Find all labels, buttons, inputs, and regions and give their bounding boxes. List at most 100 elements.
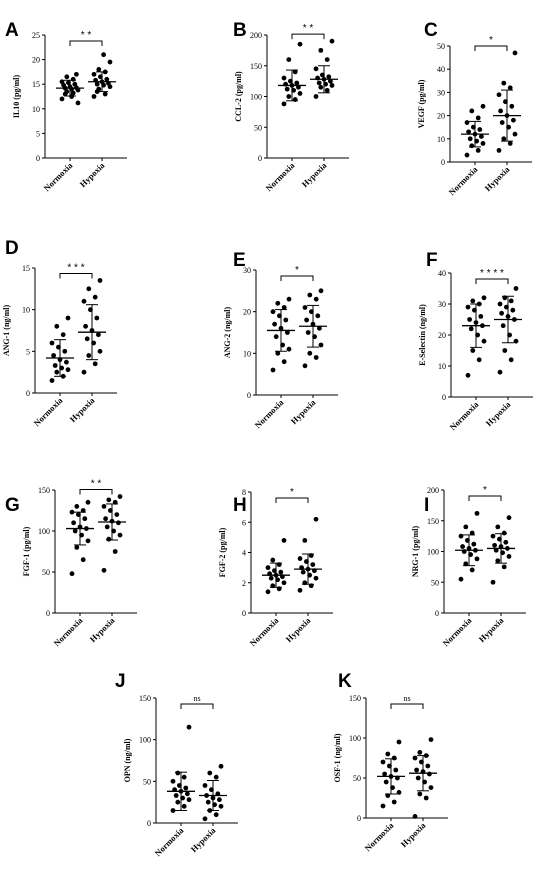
data-point <box>281 101 287 107</box>
data-point <box>72 528 78 534</box>
y-tick-label: 100 <box>349 734 361 743</box>
data-point <box>317 325 322 331</box>
category-label-normoxia: Normoxia <box>153 825 186 858</box>
data-point <box>425 763 431 769</box>
data-point <box>102 91 108 97</box>
data-point <box>175 799 181 805</box>
panel-label: K <box>338 671 352 692</box>
data-point <box>495 524 501 530</box>
data-point <box>460 544 465 549</box>
y-tick-label: 20 <box>437 112 445 121</box>
data-point <box>173 793 179 798</box>
data-point <box>499 120 505 125</box>
data-point <box>97 278 103 283</box>
panel-label: E <box>233 250 246 271</box>
data-point <box>313 94 319 99</box>
panel-c: C 0 10 20 30 40 50 VEGF (pg/ml) Normoxia Hypoxia * <box>417 20 532 197</box>
data-point <box>510 307 516 313</box>
data-point <box>273 334 279 340</box>
y-tick-label: 50 <box>254 123 262 132</box>
category-label-hypoxia: Hypoxia <box>78 160 107 189</box>
data-point <box>186 797 192 803</box>
data-point <box>417 750 423 755</box>
y-tick-label: 100 <box>139 736 151 745</box>
category-label-hypoxia: Hypoxia <box>300 160 329 189</box>
significance-bracket <box>69 40 103 46</box>
data-point <box>54 323 60 329</box>
panel-label: F <box>426 250 438 271</box>
y-tick-label: 30 <box>243 266 251 275</box>
y-tick-label: 200 <box>427 486 439 495</box>
category-label-normoxia: Normoxia <box>248 615 281 648</box>
significance-bracket <box>475 278 509 284</box>
category-label-hypoxia: Hypoxia <box>68 395 97 424</box>
data-point <box>186 724 192 730</box>
data-point <box>481 295 487 301</box>
data-point <box>268 575 274 581</box>
data-point <box>281 580 287 586</box>
data-point <box>304 317 309 323</box>
data-point <box>481 338 487 344</box>
data-point <box>479 134 484 139</box>
y-axis-label: IL10 (pg/ml) <box>12 75 21 119</box>
data-point <box>383 779 389 785</box>
data-point <box>96 332 101 338</box>
y-axis-label: FGF-2 (pg/ml) <box>218 527 227 577</box>
significance-bracket <box>474 45 508 51</box>
category-label-normoxia: Normoxia <box>264 160 297 193</box>
data-point <box>329 38 335 44</box>
y-tick-label: 5 <box>26 347 30 356</box>
data-point <box>80 557 86 563</box>
data-point <box>54 369 60 375</box>
data-point <box>417 791 423 797</box>
y-tick-label: 15 <box>22 264 30 273</box>
data-point <box>286 296 292 302</box>
data-point <box>474 510 480 516</box>
significance-bracket <box>180 703 214 709</box>
data-point <box>75 100 81 106</box>
data-point <box>474 556 480 562</box>
data-point <box>469 530 475 536</box>
data-point <box>496 92 502 98</box>
data-point <box>501 136 507 142</box>
y-tick-label: 25 <box>32 31 40 40</box>
y-tick-label: 6 <box>242 518 246 527</box>
data-point <box>469 567 475 573</box>
data-point <box>283 317 289 323</box>
data-point <box>412 814 418 819</box>
significance-label: * <box>483 485 487 496</box>
data-point <box>315 313 321 319</box>
data-point <box>313 575 319 581</box>
data-point <box>318 84 324 90</box>
data-point <box>423 795 429 801</box>
data-point <box>498 108 503 114</box>
data-point <box>300 569 306 575</box>
data-point <box>83 323 88 329</box>
y-tick-label: 50 <box>431 578 439 587</box>
data-point <box>106 536 112 542</box>
data-point <box>85 499 91 505</box>
category-label-hypoxia: Hypoxia <box>189 825 218 854</box>
data-point <box>490 579 496 585</box>
panel-d: D 0 5 10 15 ANG-1 (ng/ml) Normoxia Hypoxia * * * <box>2 238 117 428</box>
significance-bracket <box>59 273 93 279</box>
data-point <box>297 91 303 96</box>
y-tick-label: 100 <box>250 93 262 102</box>
data-point <box>64 359 69 365</box>
data-point <box>86 353 92 358</box>
data-point <box>316 80 322 86</box>
data-point <box>500 323 506 329</box>
y-tick-label: 20 <box>32 56 40 65</box>
category-label-hypoxia: Hypoxia <box>483 164 512 193</box>
data-point <box>512 131 518 137</box>
y-tick-label: 0 <box>46 609 50 618</box>
category-label-normoxia: Normoxia <box>42 160 75 193</box>
category-label-normoxia: Normoxia <box>447 164 480 197</box>
category-label-normoxia: Normoxia <box>32 395 65 428</box>
data-point <box>85 538 91 544</box>
data-point <box>458 576 464 582</box>
data-point <box>465 304 471 310</box>
data-point <box>183 785 189 791</box>
data-point <box>69 571 75 577</box>
data-point <box>470 298 476 304</box>
